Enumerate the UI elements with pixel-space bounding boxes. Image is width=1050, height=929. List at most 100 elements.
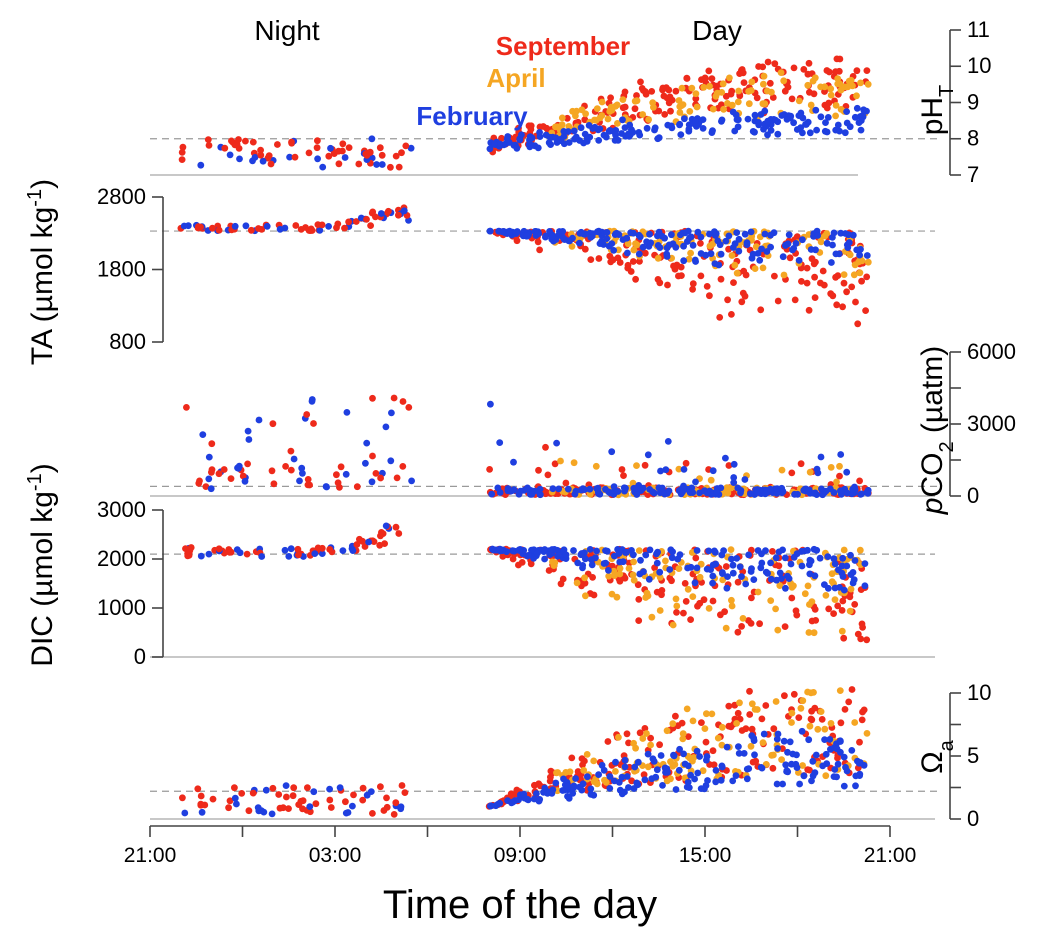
data-point-TA: [731, 261, 739, 269]
data-point-pH: [595, 137, 603, 144]
data-point-DIC: [586, 546, 594, 553]
data-point-pCO2: [633, 491, 641, 498]
data-point-DIC: [834, 602, 842, 610]
data-point-pCO2: [709, 467, 717, 475]
data-point-TA: [756, 256, 764, 264]
data-point-pH: [720, 105, 727, 113]
data-point-Omega: [576, 783, 583, 791]
data-point-Omega: [684, 733, 692, 740]
data-point-Omega: [299, 797, 307, 805]
data-point-pH: [692, 95, 700, 103]
data-point-pH: [598, 112, 606, 119]
data-point-pH: [847, 76, 855, 84]
data-point-Omega: [615, 778, 623, 786]
data-point-Omega: [747, 742, 755, 750]
data-point-Omega: [689, 717, 697, 725]
data-point-pH: [513, 144, 521, 152]
data-point-Omega: [540, 788, 547, 796]
tick-label-TA-0: 800: [109, 329, 146, 354]
data-point-Omega: [790, 690, 798, 698]
data-point-TA: [263, 222, 271, 230]
data-point-Omega: [672, 712, 679, 720]
data-point-Omega: [295, 801, 303, 808]
data-point-pH: [235, 136, 242, 143]
data-point-Omega: [703, 753, 711, 760]
data-point-pH: [539, 123, 547, 130]
data-point-Omega: [508, 799, 515, 807]
data-point-Omega: [533, 790, 540, 797]
data-point-pH: [573, 107, 580, 115]
data-point-DIC: [738, 623, 745, 630]
data-point-pH: [841, 129, 849, 137]
data-point-pCO2: [725, 462, 733, 469]
data-point-TA: [817, 238, 825, 246]
data-point-TA: [741, 230, 749, 238]
data-point-pH: [736, 70, 743, 77]
data-point-Omega: [814, 725, 822, 733]
data-point-TA: [400, 207, 408, 215]
data-point-TA: [725, 232, 733, 240]
data-point-DIC: [756, 620, 763, 628]
data-point-pH: [636, 131, 644, 139]
data-point-Omega: [601, 776, 608, 784]
data-point-Omega: [566, 768, 574, 776]
data-point-pCO2: [244, 460, 252, 468]
data-point-Omega: [663, 727, 671, 735]
data-point-DIC: [779, 546, 786, 554]
data-point-DIC: [541, 555, 548, 563]
data-point-pCO2: [524, 484, 531, 492]
data-point-pCO2: [487, 400, 494, 408]
data-point-pCO2: [517, 487, 524, 495]
data-point-DIC: [801, 590, 809, 598]
data-point-Omega: [773, 735, 781, 743]
data-point-Omega: [633, 779, 641, 787]
data-point-pH: [503, 135, 511, 143]
data-point-DIC: [672, 595, 680, 603]
data-point-DIC: [850, 576, 858, 584]
data-point-Omega: [856, 738, 863, 746]
data-point-Omega: [623, 730, 631, 738]
data-point-DIC: [656, 574, 664, 581]
data-point-pH: [774, 130, 782, 138]
data-point-Omega: [782, 761, 790, 769]
data-point-pH: [614, 120, 621, 127]
data-point-DIC: [847, 571, 855, 578]
data-point-pH: [496, 140, 503, 148]
data-point-DIC: [658, 591, 665, 599]
data-point-TA: [680, 257, 688, 265]
data-point-pCO2: [594, 488, 602, 496]
data-point-DIC: [709, 561, 717, 569]
data-point-Omega: [631, 763, 639, 771]
data-point-pH: [823, 128, 831, 136]
data-point-DIC: [646, 546, 654, 554]
data-point-Omega: [326, 796, 334, 804]
data-point-pH: [853, 104, 861, 112]
data-point-TA: [703, 283, 711, 290]
data-point-TA: [798, 278, 805, 285]
tick-label-DIC-0: 0: [134, 644, 146, 669]
data-point-pH: [257, 146, 264, 154]
data-point-Omega: [725, 702, 733, 710]
data-point-pH: [621, 88, 629, 96]
data-point-pH: [305, 149, 313, 157]
data-point-Omega: [750, 737, 758, 744]
data-point-DIC: [611, 572, 618, 579]
data-point-Omega: [717, 776, 725, 784]
data-point-TA: [568, 243, 576, 250]
data-point-TA: [715, 261, 723, 269]
data-point-DIC: [840, 546, 848, 554]
data-point-pH: [679, 101, 687, 108]
tick-label-pCO2-1: 3000: [967, 411, 1016, 436]
data-point-DIC: [830, 555, 838, 563]
data-point-pCO2: [856, 477, 863, 485]
data-point-TA: [858, 277, 865, 285]
data-point-Omega: [810, 689, 817, 696]
data-point-pCO2: [741, 476, 749, 483]
data-point-Omega: [680, 750, 687, 758]
data-point-Omega: [623, 773, 631, 780]
data-point-pH: [764, 131, 771, 139]
data-point-DIC: [810, 629, 818, 637]
data-point-Omega: [644, 763, 652, 771]
data-point-Omega: [487, 802, 495, 810]
data-point-TA: [834, 272, 842, 279]
